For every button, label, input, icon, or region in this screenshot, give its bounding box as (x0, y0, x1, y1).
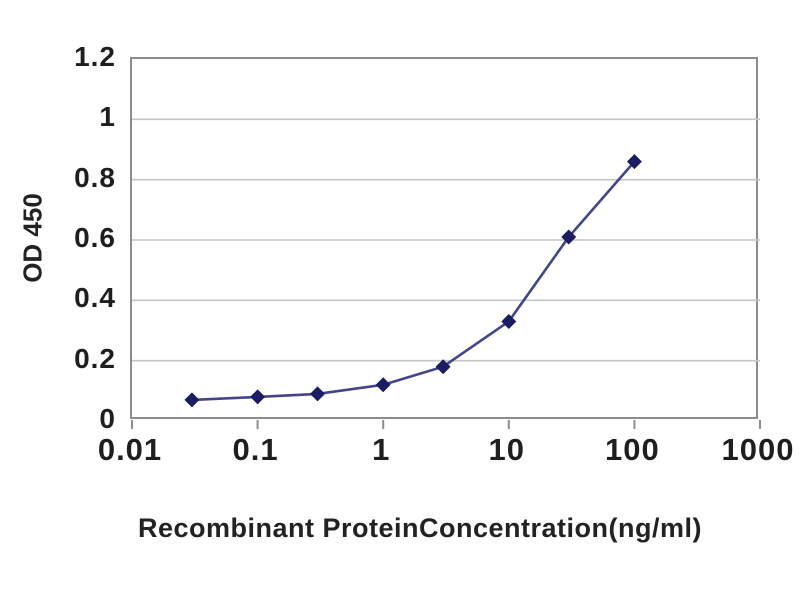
x-tick-label: 100 (605, 432, 660, 467)
chart-plot-svg (131, 118, 761, 429)
y-axis-title: OD 450 (17, 193, 48, 283)
y-tick-label: 1 (99, 101, 116, 133)
data-point-marker (184, 392, 200, 408)
x-tick-label: 0.01 (97, 432, 163, 467)
x-tick-label: 1 (372, 432, 391, 467)
data-point-marker (250, 389, 266, 405)
series-line (191, 160, 636, 402)
data-point-marker (310, 386, 326, 402)
data-point-marker (561, 229, 577, 245)
data-point-marker (501, 313, 517, 329)
x-axis-title: Recombinant ProteinConcentration(ng/ml) (137, 513, 702, 543)
y-tick-label: 0.8 (74, 161, 116, 193)
data-point-marker (375, 377, 391, 393)
x-tick-label: 10 (488, 432, 526, 467)
y-tick-label: 0.4 (74, 282, 116, 314)
data-point-marker (435, 359, 451, 375)
plot-area (130, 57, 761, 429)
y-tick-label: 0.2 (74, 342, 116, 374)
y-tick-label: 1.2 (74, 41, 116, 72)
data-point-marker (626, 154, 642, 170)
y-tick-label: 0 (99, 403, 116, 434)
x-tick-label: 0.1 (232, 432, 279, 467)
x-tick-label: 1000 (721, 432, 795, 467)
y-tick-label: 0.6 (74, 222, 116, 253)
